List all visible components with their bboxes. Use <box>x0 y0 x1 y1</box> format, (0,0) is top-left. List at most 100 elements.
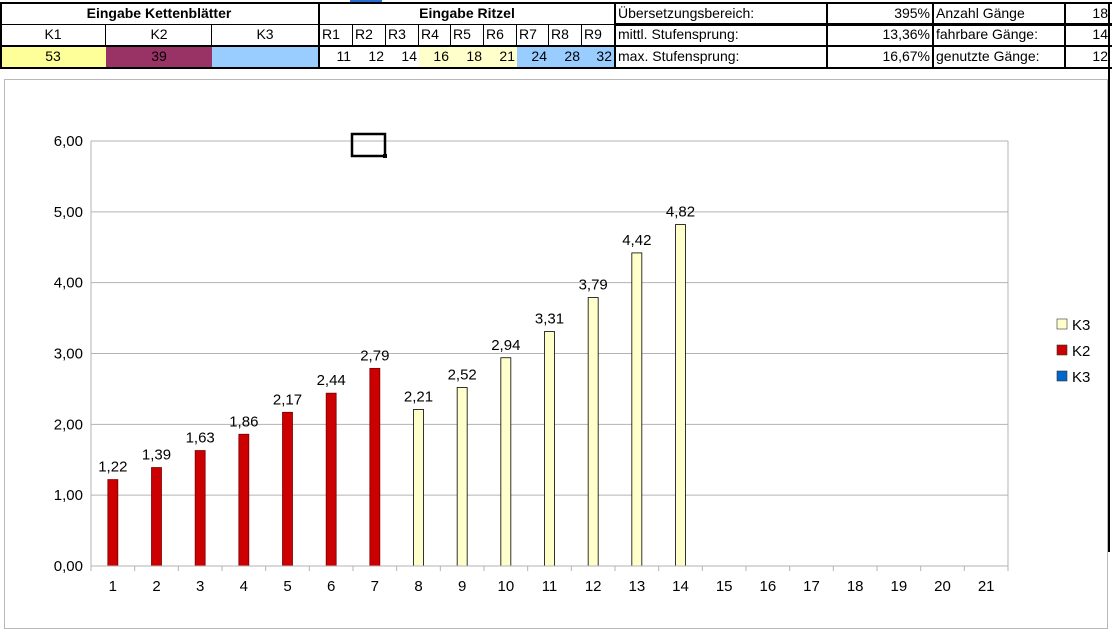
chainring-label-k3: K3 <box>256 26 274 42</box>
x-tick-label: 12 <box>585 578 602 595</box>
gears-label-used: genutzte Gänge: <box>936 48 1040 64</box>
stat-label-max-step: max. Stufensprung: <box>618 48 740 64</box>
x-tick-label: 6 <box>327 578 335 595</box>
grid-line <box>0 24 318 25</box>
grid-line <box>1064 2 1066 69</box>
chainring-input-k1[interactable]: 53 <box>0 47 106 67</box>
data-label: 1,39 <box>142 447 171 464</box>
chainring-input-k2[interactable]: 39 <box>106 47 212 67</box>
bar-k2[interactable] <box>325 392 337 567</box>
chart-area[interactable]: 1,22 1,39 1,63 1,86 2,17 2,44 2,79 2,21 2,52 2,94… <box>4 79 1108 629</box>
chainring-input-k3[interactable] <box>212 47 318 67</box>
data-label: 4,82 <box>666 204 695 221</box>
x-tick-label: 8 <box>414 578 422 595</box>
x-tick-label: 9 <box>458 578 466 595</box>
sprocket-input-r8[interactable]: 28 <box>549 47 582 67</box>
y-tick-label: 3,00 <box>54 346 83 363</box>
y-tick-label: 6,00 <box>54 133 83 150</box>
x-tick-label: 10 <box>497 578 514 595</box>
bar-chart: 1,22 1,39 1,63 1,86 2,17 2,44 2,79 2,21 2,52 2,94… <box>4 79 1108 629</box>
grid-line <box>320 24 614 25</box>
grid-line <box>450 24 451 46</box>
grid-line <box>0 2 1112 4</box>
sprocket-label-r7: R7 <box>519 26 537 42</box>
sprocket-input-r2[interactable]: 12 <box>353 47 386 67</box>
x-tick-label: 3 <box>196 578 204 595</box>
grid-line <box>385 24 386 46</box>
x-tick-label: 20 <box>934 578 951 595</box>
sprocket-input-r5[interactable]: 18 <box>451 47 484 67</box>
sprocket-label-r1: R1 <box>322 26 340 42</box>
legend-swatch <box>1056 370 1068 382</box>
data-label: 2,17 <box>273 391 302 408</box>
x-tick-label: 1 <box>109 578 117 595</box>
bar-k2[interactable] <box>369 367 381 567</box>
selection-fill-handle[interactable] <box>383 154 387 158</box>
sprocket-label-r9: R9 <box>584 26 602 42</box>
x-tick-label: 15 <box>716 578 733 595</box>
grid-line <box>211 24 212 46</box>
data-label: 3,79 <box>579 277 608 294</box>
grid-line <box>105 24 106 46</box>
selection-cursor <box>350 132 387 158</box>
sprockets-header: Eingabe Ritzel <box>419 5 515 21</box>
bar-k2[interactable] <box>107 479 119 567</box>
stat-value-range: 395% <box>894 5 930 21</box>
y-tick-label: 4,00 <box>54 275 83 292</box>
data-label: 1,86 <box>229 413 258 430</box>
x-tick-label: 19 <box>890 578 907 595</box>
chainring-label-k1: K1 <box>44 26 62 42</box>
x-tick-label: 14 <box>672 578 689 595</box>
bar-k3[interactable] <box>631 252 643 567</box>
bar-k2[interactable] <box>194 450 206 567</box>
x-tick-label: 5 <box>283 578 291 595</box>
bar-k3[interactable] <box>500 357 512 567</box>
data-label: 4,42 <box>622 232 651 249</box>
sprocket-input-r9[interactable]: 32 <box>582 47 614 67</box>
grid-line <box>616 23 1112 26</box>
legend-swatch <box>1056 318 1068 330</box>
grid-line <box>352 24 353 46</box>
stat-label-mean-step: mittl. Stufensprung: <box>618 26 739 42</box>
bar-k2[interactable] <box>151 467 162 567</box>
legend-swatch <box>1056 344 1068 356</box>
x-tick-label: 2 <box>152 578 160 595</box>
gears-value-used: 12 <box>1092 48 1108 64</box>
x-tick-label: 11 <box>542 578 558 595</box>
data-label: 3,31 <box>535 311 564 328</box>
sprocket-input-r6[interactable]: 21 <box>484 47 517 67</box>
x-tick-label: 21 <box>978 578 995 595</box>
bar-k3[interactable] <box>413 409 424 567</box>
y-tick-label: 0,00 <box>54 558 83 575</box>
bar-k3[interactable] <box>587 297 599 567</box>
grid-line <box>0 2 2 69</box>
grid-line <box>0 67 1112 69</box>
stat-value-max-step: 16,67% <box>882 48 930 64</box>
y-tick-label: 1,00 <box>54 487 83 504</box>
x-tick-label: 4 <box>240 578 248 595</box>
sheet-right-border <box>1108 2 1110 552</box>
bar-k3[interactable] <box>544 331 555 567</box>
bar-k3[interactable] <box>456 387 468 567</box>
sprocket-label-r6: R6 <box>486 26 504 42</box>
grid-line <box>548 24 549 46</box>
bar-k2[interactable] <box>238 433 250 567</box>
gears-label-rideable: fahrbare Gänge: <box>936 26 1038 42</box>
sprocket-input-r1[interactable]: 11 <box>320 47 353 67</box>
data-label: 2,79 <box>360 347 389 364</box>
sprocket-input-r4[interactable]: 16 <box>419 47 451 67</box>
grid-line <box>826 2 828 69</box>
x-tick-label: 17 <box>803 578 820 595</box>
data-label: 1,63 <box>186 430 215 447</box>
bar-k2[interactable] <box>282 411 293 567</box>
grid-line <box>932 2 934 69</box>
gears-value-rideable: 14 <box>1092 26 1108 42</box>
sprocket-input-r7[interactable]: 24 <box>517 47 549 67</box>
sprocket-input-r3[interactable]: 14 <box>386 47 419 67</box>
grid-line <box>318 2 320 69</box>
legend-label: K2 <box>1072 343 1090 360</box>
bar-k3[interactable] <box>675 224 686 567</box>
grid-line <box>483 24 484 46</box>
grid-line <box>516 24 517 46</box>
data-label: 2,44 <box>317 372 346 389</box>
